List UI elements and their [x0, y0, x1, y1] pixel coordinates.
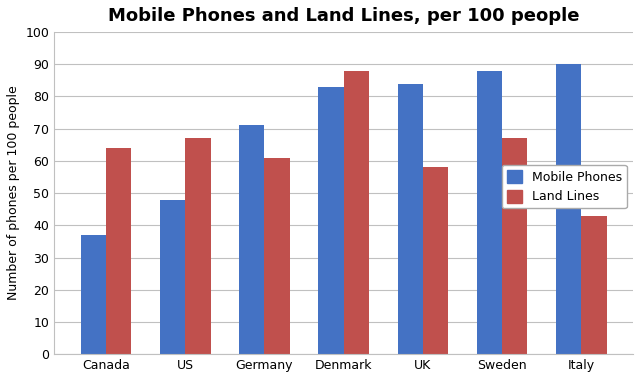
Bar — [106, 148, 131, 354]
Bar — [397, 84, 423, 354]
Title: Mobile Phones and Land Lines, per 100 people: Mobile Phones and Land Lines, per 100 pe… — [108, 7, 579, 25]
Bar — [502, 138, 527, 354]
Bar — [344, 71, 369, 354]
Bar — [239, 125, 264, 354]
Bar — [477, 71, 502, 354]
Bar — [423, 168, 448, 354]
Y-axis label: Number of phones per 100 people: Number of phones per 100 people — [7, 86, 20, 301]
Bar — [160, 200, 185, 354]
Bar — [581, 216, 607, 354]
Bar — [185, 138, 211, 354]
Legend: Mobile Phones, Land Lines: Mobile Phones, Land Lines — [502, 165, 627, 208]
Bar — [81, 235, 106, 354]
Bar — [264, 158, 290, 354]
Bar — [556, 64, 581, 354]
Bar — [318, 87, 344, 354]
